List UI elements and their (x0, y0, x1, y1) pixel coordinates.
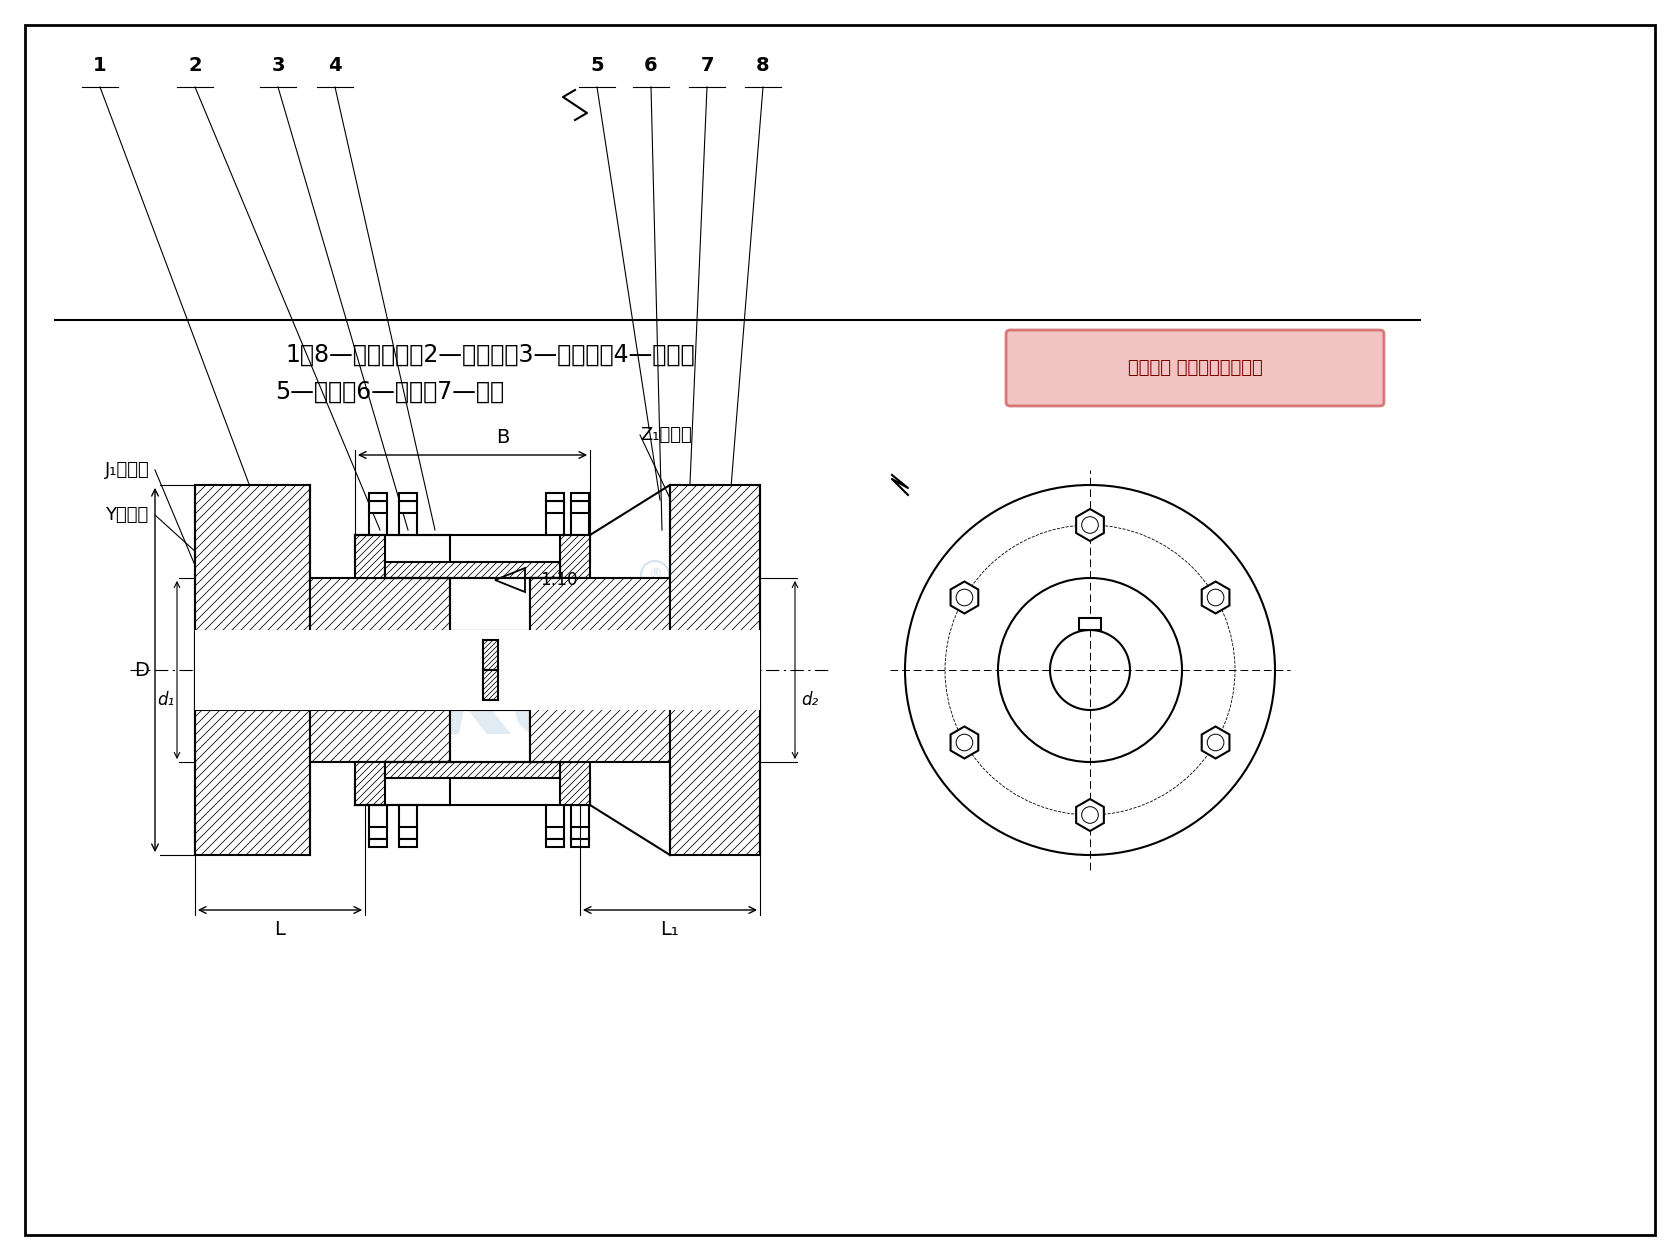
Text: 3: 3 (270, 55, 284, 76)
Polygon shape (951, 582, 978, 614)
Polygon shape (311, 578, 450, 670)
Polygon shape (370, 827, 386, 839)
Polygon shape (354, 762, 385, 805)
Polygon shape (546, 493, 564, 501)
Polygon shape (559, 536, 590, 578)
Polygon shape (195, 670, 311, 856)
Text: 1、8—半联轴器；2—外挡板；3—内挡板；4—外套；: 1、8—半联轴器；2—外挡板；3—内挡板；4—外套； (286, 343, 696, 367)
Text: 2: 2 (188, 55, 202, 76)
Polygon shape (529, 578, 670, 670)
Text: 5—柱销；6—螺栓；7—垫圈: 5—柱销；6—螺栓；7—垫圈 (276, 381, 504, 404)
Polygon shape (1201, 582, 1230, 614)
Polygon shape (400, 501, 417, 513)
Text: 5: 5 (590, 55, 603, 76)
Polygon shape (546, 839, 564, 847)
Polygon shape (571, 827, 590, 839)
Text: 6: 6 (643, 55, 659, 76)
Text: Rokee: Rokee (262, 641, 677, 759)
Polygon shape (1079, 617, 1100, 630)
Text: ®: ® (648, 568, 662, 582)
Polygon shape (354, 536, 385, 578)
Polygon shape (370, 501, 386, 513)
Text: L: L (274, 920, 286, 939)
Polygon shape (400, 493, 417, 501)
Text: J₁型轴孔: J₁型轴孔 (104, 461, 150, 479)
Text: Y型轴孔: Y型轴孔 (104, 507, 148, 524)
Polygon shape (546, 501, 564, 513)
Polygon shape (400, 827, 417, 839)
Polygon shape (484, 670, 497, 701)
Text: B: B (496, 428, 509, 447)
Polygon shape (385, 762, 559, 777)
Polygon shape (1201, 727, 1230, 759)
Text: 1:10: 1:10 (539, 571, 578, 588)
Text: d₂: d₂ (801, 690, 818, 709)
Polygon shape (571, 493, 590, 501)
Polygon shape (951, 727, 978, 759)
Polygon shape (311, 670, 450, 762)
Text: d₁: d₁ (156, 690, 175, 709)
Polygon shape (559, 762, 590, 805)
Polygon shape (546, 827, 564, 839)
Polygon shape (529, 670, 670, 762)
Polygon shape (484, 640, 497, 670)
Polygon shape (400, 839, 417, 847)
Polygon shape (670, 485, 759, 670)
Text: L₁: L₁ (660, 920, 679, 939)
Polygon shape (571, 839, 590, 847)
Text: D: D (134, 660, 150, 679)
Text: 7: 7 (701, 55, 714, 76)
Polygon shape (370, 839, 386, 847)
Polygon shape (385, 562, 559, 578)
Polygon shape (195, 485, 311, 670)
Polygon shape (571, 501, 590, 513)
Text: 8: 8 (756, 55, 769, 76)
Polygon shape (370, 493, 386, 501)
Text: 版权所有 侵权必被严厉追究: 版权所有 侵权必被严厉追究 (1127, 359, 1262, 377)
Polygon shape (670, 670, 759, 856)
FancyBboxPatch shape (1006, 330, 1384, 406)
Text: 1: 1 (92, 55, 108, 76)
Text: 4: 4 (328, 55, 341, 76)
Polygon shape (195, 630, 759, 709)
Text: Z₁型轴孔: Z₁型轴孔 (640, 426, 692, 444)
Polygon shape (1077, 799, 1104, 832)
Polygon shape (1077, 509, 1104, 541)
